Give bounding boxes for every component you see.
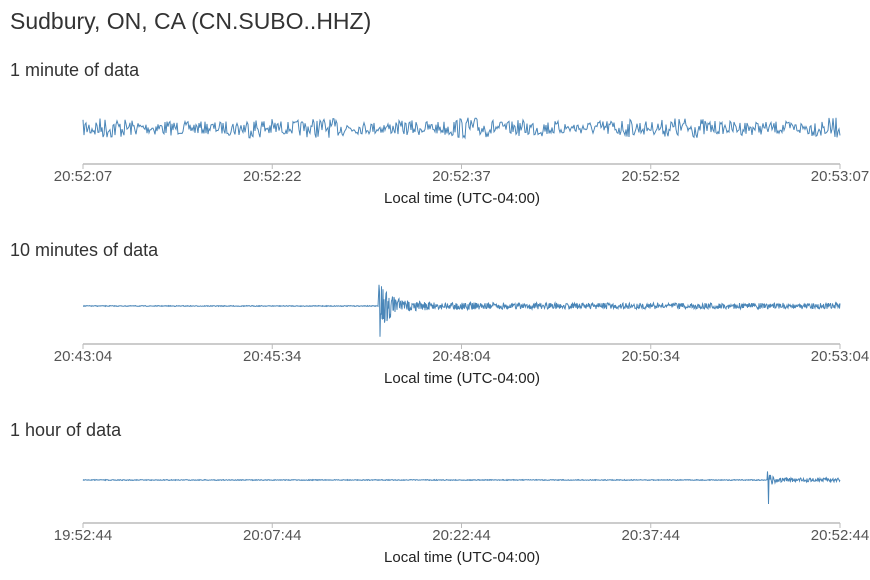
x-tick-label: 20:52:22: [243, 168, 302, 185]
x-tick-label: 20:45:34: [243, 348, 302, 365]
x-axis-label: Local time (UTC-04:00): [384, 549, 540, 566]
x-tick-label: 20:52:07: [53, 168, 113, 185]
x-axis-label: Local time (UTC-04:00): [384, 190, 540, 207]
x-tick-label: 20:52:44: [810, 527, 870, 544]
x-tick-label: 20:50:34: [621, 348, 680, 365]
panel-title-1min: 1 minute of data: [10, 60, 140, 80]
waveform-trace: [82, 117, 841, 140]
x-tick-label: 20:53:07: [810, 168, 870, 185]
x-tick-label: 20:52:37: [432, 168, 491, 185]
waveform-trace: [83, 284, 841, 337]
panel-title-1hour: 1 hour of data: [10, 420, 122, 440]
x-tick-label: 19:52:44: [53, 527, 113, 544]
waveform-trace: [82, 471, 841, 505]
seismogram-10min: 20:43:04 20:45:34 20:48:04 20:50:34 20:53:04…: [0, 278, 870, 388]
station-title: Sudbury, ON, CA (CN.SUBO..HHZ): [10, 8, 372, 34]
x-tick-label: 20:07:44: [243, 527, 302, 544]
x-tick-label: 20:48:04: [432, 348, 491, 365]
x-tick-label: 20:52:52: [621, 168, 680, 185]
x-tick-label: 20:37:44: [621, 527, 680, 544]
seismogram-1min: 20:52:07 20:52:22 20:52:37 20:52:52 20:53:07…: [0, 100, 870, 210]
x-axis-label: Local time (UTC-04:00): [384, 370, 540, 387]
panel-title-10min: 10 minutes of data: [10, 240, 159, 260]
seismogram-1hour: 19:52:44 20:07:44 20:22:44 20:37:44 20:52:44…: [0, 452, 870, 566]
x-tick-label: 20:53:04: [810, 348, 870, 365]
x-tick-label: 20:22:44: [432, 527, 491, 544]
x-tick-label: 20:43:04: [53, 348, 113, 365]
